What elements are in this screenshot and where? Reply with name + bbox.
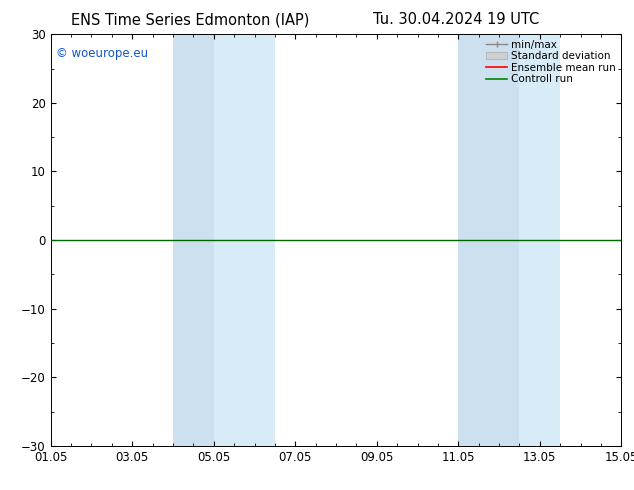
Bar	[519, 34, 560, 446]
Bar	[458, 34, 519, 446]
Text: Tu. 30.04.2024 19 UTC: Tu. 30.04.2024 19 UTC	[373, 12, 540, 27]
Legend: min/max, Standard deviation, Ensemble mean run, Controll run: min/max, Standard deviation, Ensemble me…	[484, 37, 618, 86]
Text: ENS Time Series Edmonton (IAP): ENS Time Series Edmonton (IAP)	[71, 12, 309, 27]
Text: © woeurope.eu: © woeurope.eu	[56, 47, 148, 60]
Bar	[173, 34, 214, 446]
Bar	[214, 34, 275, 446]
